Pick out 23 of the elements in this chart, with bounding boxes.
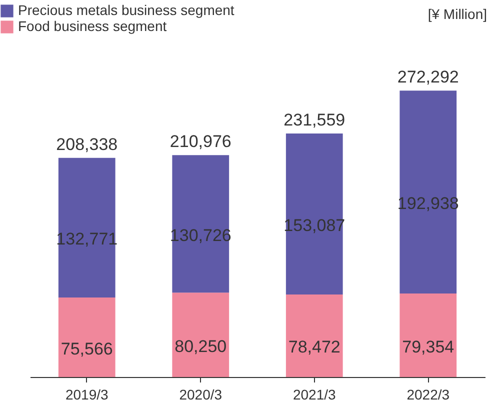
total-label: 208,338 <box>56 134 118 154</box>
bar <box>286 133 343 294</box>
bar <box>58 158 116 298</box>
total-label: 210,976 <box>170 132 232 152</box>
data-label: 78,472 <box>288 338 340 357</box>
legend-label: Food business segment <box>18 18 167 34</box>
total-label: 231,559 <box>284 110 346 130</box>
total-label: 272,292 <box>397 68 459 87</box>
bar <box>172 292 230 377</box>
x-tick-label: 2019/3 <box>65 386 108 402</box>
bar <box>172 155 230 293</box>
data-label: 75,566 <box>60 339 113 358</box>
text: [¥ Million] <box>428 6 487 22</box>
bar <box>400 90 457 294</box>
x-tick-label: 2020/3 <box>179 386 222 402</box>
legend-label: Precious metals business segment <box>18 2 234 18</box>
data-label: 80,250 <box>174 336 227 356</box>
x-tick-label: 2021/3 <box>292 386 336 402</box>
data-label: 79,354 <box>402 337 454 356</box>
bar <box>58 298 116 377</box>
x-tick-label: 2022/3 <box>406 386 450 402</box>
bar <box>400 294 457 377</box>
bar <box>286 294 343 377</box>
